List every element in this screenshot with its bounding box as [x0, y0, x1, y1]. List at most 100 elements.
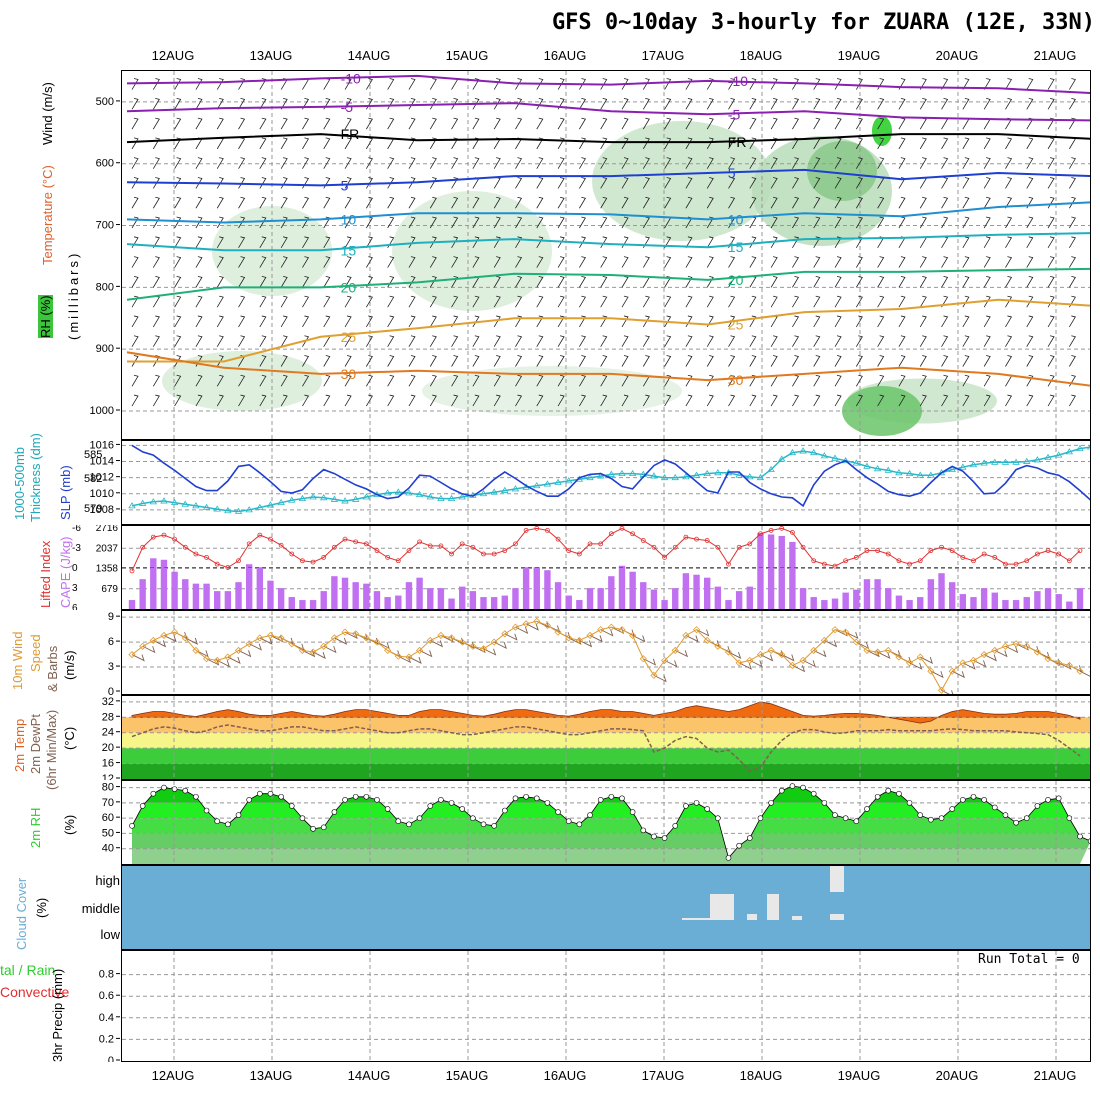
thickness-point: [1044, 453, 1052, 460]
upper-wind-barb: [280, 335, 288, 347]
upper-wind-barb: [706, 394, 714, 407]
wind-speed-point: [1076, 667, 1084, 675]
upper-wind-barb: [898, 196, 906, 209]
upper-wind-barb: [344, 256, 352, 268]
upper-wind-barb: [685, 394, 693, 407]
upper-wind-barb: [152, 97, 160, 110]
upper-wind-barb: [216, 196, 224, 209]
upper-wind-barb: [195, 374, 203, 387]
wind-speed-point: [884, 646, 892, 654]
cloud-block: [830, 914, 844, 920]
upper-wind-barb: [919, 157, 927, 169]
rh-point: [672, 822, 679, 829]
upper-wind-barb: [302, 355, 310, 367]
upper-wind-barb: [344, 196, 352, 209]
upper-wind-barb: [195, 315, 203, 328]
upper-wind-barb: [216, 117, 224, 130]
upper-wind-barb: [451, 394, 459, 407]
y-tick-label: 0.4: [99, 1012, 114, 1024]
upper-wind-barb: [792, 335, 800, 347]
li-point: [470, 544, 476, 550]
li-point: [1003, 561, 1008, 567]
upper-wind-barb: [493, 216, 501, 229]
thickness-point: [596, 472, 605, 479]
cape-bar: [245, 564, 253, 609]
upper-wind-barb: [749, 315, 757, 328]
rh-point: [1077, 833, 1083, 840]
cape-bar: [991, 592, 998, 609]
upper-wind-barb: [877, 216, 885, 229]
wind-barb: [781, 654, 795, 662]
wind-speed-point: [128, 651, 136, 659]
cape-tick-label: 2037: [96, 543, 119, 554]
upper-wind-barb: [429, 196, 437, 209]
cape-bar: [203, 583, 210, 609]
upper-wind-barb: [323, 295, 331, 308]
li-point: [353, 539, 359, 545]
thickness-point: [628, 469, 637, 477]
thickness-point: [767, 465, 775, 473]
thickness-point: [1076, 444, 1084, 452]
upper-wind-barb: [770, 196, 778, 209]
upper-wind-barb: [131, 335, 139, 347]
upper-wind-barb: [706, 295, 714, 308]
upper-wind-barb: [962, 177, 970, 189]
li-point: [268, 536, 273, 542]
y-tick-label: 0: [108, 1055, 114, 1062]
upper-wind-barb: [280, 315, 288, 328]
upper-wind-barb: [238, 275, 246, 288]
upper-wind-barb: [792, 275, 800, 288]
y-tick-label: 1008: [90, 504, 114, 516]
upper-wind-barb: [600, 315, 608, 328]
upper-wind-barb: [1069, 78, 1076, 90]
upper-wind-barb: [600, 137, 608, 150]
upper-wind-barb: [302, 196, 310, 209]
upper-wind-barb: [1005, 394, 1013, 407]
wind-barb: [994, 650, 1008, 658]
upper-wind-barb: [621, 236, 629, 249]
upper-wind-barb: [280, 216, 288, 229]
thickness-point: [554, 478, 562, 485]
upper-wind-barb: [344, 78, 352, 90]
upper-wind-barb: [131, 355, 139, 367]
upper-wind-barb: [983, 295, 991, 308]
upper-wind-barb: [898, 157, 906, 169]
thickness-point: [927, 471, 935, 478]
upper-wind-barb: [877, 97, 885, 110]
thickness-point: [245, 506, 253, 513]
upper-wind-barb: [834, 216, 842, 229]
cape-bar: [1023, 597, 1030, 609]
wind-speed-point: [511, 623, 520, 631]
upper-wind-barb: [1069, 315, 1076, 328]
upper-wind-barb: [706, 335, 714, 347]
y-tick-label: 1014: [90, 456, 114, 468]
upper-air-plot: -10 -10 -5 -5 FR FR 5 5 10 10 15 15 20 20 25 25 30 30: [122, 70, 1096, 439]
temp-contour-label: 5: [728, 165, 736, 181]
wind-barb: [1058, 662, 1072, 670]
upper-wind-barb: [493, 177, 501, 189]
y-tick-label: 700: [96, 220, 114, 232]
upper-wind-barb: [600, 335, 608, 347]
cape-bar: [490, 597, 498, 609]
upper-wind-barb: [1069, 216, 1076, 229]
thickness-point: [895, 469, 903, 476]
upper-wind-barb: [536, 355, 544, 367]
upper-wind-barb: [685, 177, 693, 189]
rh-point: [352, 793, 359, 800]
thickness-point: [383, 489, 392, 496]
upper-wind-barb: [855, 177, 863, 189]
wind-barb: [909, 662, 923, 670]
upper-wind-barb: [834, 355, 842, 367]
wind-speed-point: [937, 686, 946, 694]
cape-bar: [565, 595, 572, 609]
rh-band: [132, 786, 1090, 788]
upper-wind-barb: [600, 177, 608, 189]
upper-wind-barb: [152, 196, 160, 209]
rh-point: [789, 783, 796, 789]
wind-yaxis: 0 3 6 9: [108, 611, 120, 695]
date-label-15AUG: 15AUG: [446, 1068, 489, 1083]
upper-wind-barb: [387, 157, 395, 169]
cape-bar: [640, 582, 647, 609]
date-label-15AUG: 15AUG: [446, 48, 489, 63]
upper-wind-barb: [770, 78, 778, 90]
